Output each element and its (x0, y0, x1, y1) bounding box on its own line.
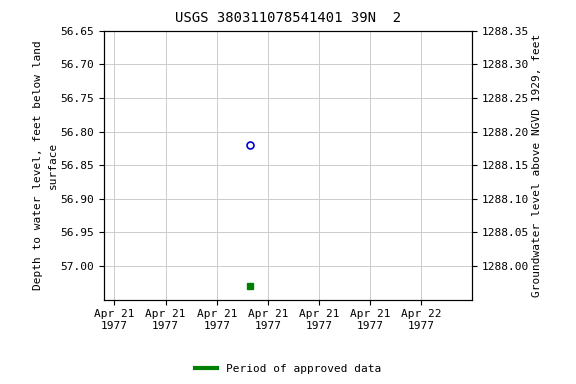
Legend: Period of approved data: Period of approved data (191, 359, 385, 379)
Y-axis label: Depth to water level, feet below land
surface: Depth to water level, feet below land su… (33, 40, 58, 290)
Title: USGS 380311078541401 39N  2: USGS 380311078541401 39N 2 (175, 12, 401, 25)
Y-axis label: Groundwater level above NGVD 1929, feet: Groundwater level above NGVD 1929, feet (532, 33, 542, 297)
